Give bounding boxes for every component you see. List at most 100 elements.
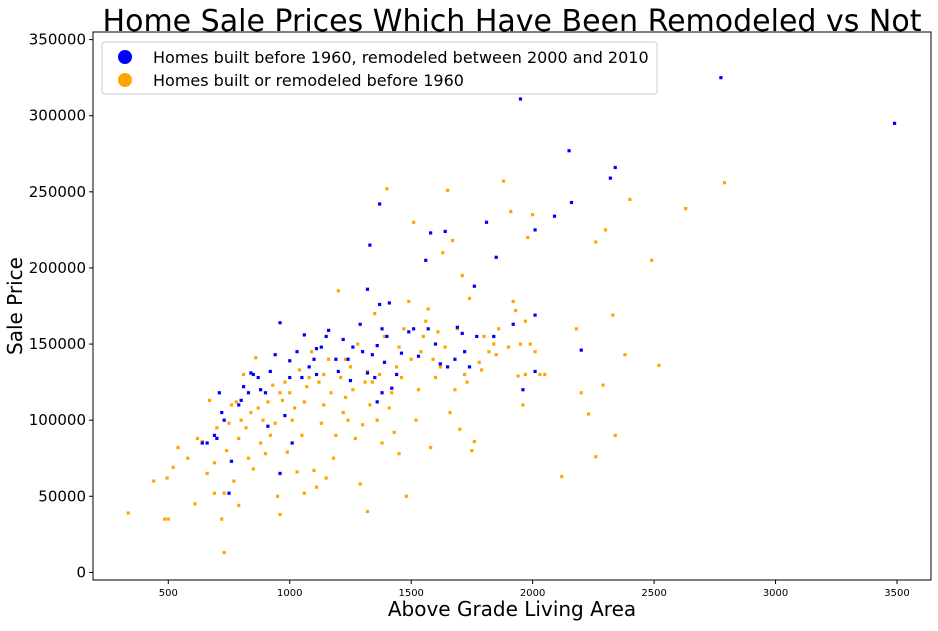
point-not-remodeled: [346, 418, 350, 422]
point-not-remodeled: [433, 375, 438, 380]
point-remodeled: [424, 258, 428, 262]
point-not-remodeled: [295, 470, 299, 474]
point-remodeled: [416, 354, 421, 358]
point-not-remodeled: [261, 418, 265, 422]
point-not-remodeled: [492, 342, 496, 346]
point-not-remodeled: [543, 372, 547, 377]
point-not-remodeled: [234, 400, 238, 404]
point-not-remodeled: [611, 313, 615, 317]
point-not-remodeled: [594, 455, 598, 459]
point-remodeled: [358, 322, 362, 326]
point-remodeled: [438, 362, 442, 366]
point-not-remodeled: [470, 449, 474, 453]
point-not-remodeled: [463, 372, 467, 377]
point-not-remodeled: [276, 494, 280, 498]
point-remodeled: [239, 398, 243, 402]
point-not-remodeled: [302, 491, 306, 495]
point-not-remodeled: [212, 491, 217, 495]
point-not-remodeled: [356, 342, 360, 346]
point-not-remodeled: [497, 327, 501, 331]
legend-box: [101, 41, 658, 95]
point-not-remodeled: [482, 334, 486, 339]
point-not-remodeled: [310, 350, 314, 354]
point-remodeled: [494, 255, 498, 259]
point-remodeled: [472, 284, 476, 288]
point-not-remodeled: [171, 465, 175, 469]
point-not-remodeled: [271, 383, 275, 387]
point-not-remodeled: [251, 467, 255, 471]
x-tick-label: 1500: [398, 588, 423, 599]
point-not-remodeled: [293, 406, 297, 410]
y-tick-label: 0: [76, 563, 86, 581]
point-not-remodeled: [518, 342, 523, 346]
point-not-remodeled: [351, 388, 355, 392]
point-remodeled: [351, 345, 355, 349]
point-remodeled: [217, 391, 221, 395]
point-not-remodeled: [341, 410, 345, 415]
point-not-remodeled: [453, 388, 457, 392]
point-not-remodeled: [375, 418, 379, 422]
point-remodeled: [319, 345, 323, 349]
point-remodeled: [373, 375, 377, 380]
point-not-remodeled: [317, 380, 321, 384]
point-not-remodeled: [186, 456, 190, 460]
point-remodeled: [467, 365, 472, 369]
point-remodeled: [249, 371, 253, 375]
point-not-remodeled: [363, 380, 367, 384]
point-not-remodeled: [266, 400, 270, 404]
point-not-remodeled: [319, 421, 323, 425]
point-not-remodeled: [220, 517, 224, 521]
y-tick-label: 100000: [29, 411, 86, 429]
plot-frame: [92, 31, 932, 581]
point-not-remodeled: [249, 410, 253, 415]
point-remodeled: [200, 441, 204, 445]
point-remodeled: [579, 348, 583, 352]
point-not-remodeled: [336, 289, 340, 293]
point-remodeled: [380, 391, 384, 395]
point-not-remodeled: [477, 360, 481, 364]
point-remodeled: [302, 333, 306, 337]
point-remodeled: [368, 243, 372, 247]
point-remodeled: [484, 220, 489, 224]
point-not-remodeled: [259, 441, 263, 445]
point-not-remodeled: [407, 299, 411, 304]
point-not-remodeled: [601, 383, 605, 387]
point-not-remodeled: [523, 372, 527, 377]
point-not-remodeled: [657, 363, 661, 367]
x-tick-label: 1000: [277, 588, 302, 599]
point-not-remodeled: [380, 441, 384, 445]
point-remodeled: [390, 386, 394, 390]
point-not-remodeled: [239, 418, 243, 422]
point-remodeled: [361, 350, 365, 354]
point-not-remodeled: [358, 482, 362, 486]
point-not-remodeled: [533, 350, 537, 354]
point-not-remodeled: [312, 468, 316, 472]
point-not-remodeled: [278, 391, 282, 395]
point-remodeled: [518, 97, 523, 101]
point-remodeled: [412, 327, 416, 331]
point-remodeled: [341, 337, 345, 342]
point-not-remodeled: [285, 450, 289, 454]
point-not-remodeled: [501, 179, 506, 183]
point-remodeled: [613, 165, 617, 170]
x-tick-label: 3000: [763, 588, 788, 599]
point-remodeled: [378, 202, 382, 206]
point-remodeled: [222, 418, 226, 422]
point-not-remodeled: [237, 436, 241, 441]
x-axis-label: Above Grade Living Area: [388, 597, 636, 621]
point-not-remodeled: [404, 494, 408, 498]
point-not-remodeled: [322, 372, 326, 377]
y-tick-label: 200000: [29, 259, 86, 277]
point-not-remodeled: [353, 436, 357, 441]
point-not-remodeled: [509, 210, 513, 214]
point-remodeled: [719, 76, 723, 80]
points-layer: [126, 76, 897, 555]
point-not-remodeled: [280, 398, 285, 402]
point-not-remodeled: [215, 426, 219, 430]
point-not-remodeled: [429, 445, 433, 450]
point-remodeled: [220, 410, 224, 415]
point-not-remodeled: [574, 327, 578, 331]
point-remodeled: [229, 459, 234, 463]
point-not-remodeled: [487, 350, 491, 354]
